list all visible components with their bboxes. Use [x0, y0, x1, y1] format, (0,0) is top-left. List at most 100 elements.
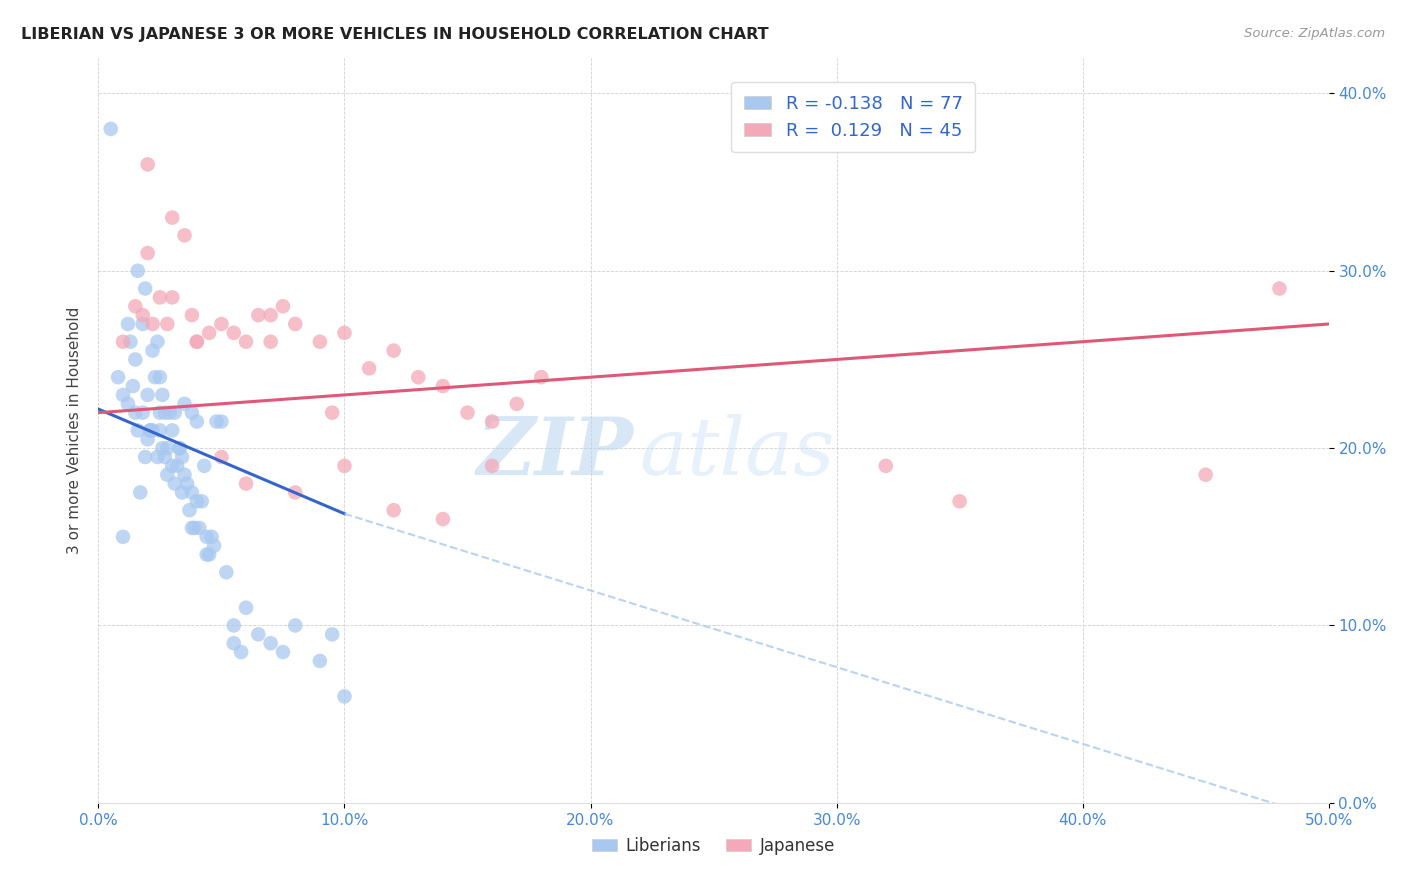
Point — [271, 645, 294, 659]
Point — [215, 566, 238, 580]
Point — [163, 406, 186, 420]
Point — [156, 317, 179, 331]
Point — [136, 246, 159, 260]
Point — [132, 308, 155, 322]
Point — [260, 308, 283, 322]
Point — [309, 654, 332, 668]
Point — [153, 450, 176, 464]
Point — [136, 432, 159, 446]
Point — [875, 458, 897, 473]
Point — [333, 326, 356, 340]
Point — [247, 308, 270, 322]
Legend: Liberians, Japanese: Liberians, Japanese — [586, 830, 841, 862]
Point — [117, 317, 139, 331]
Point — [124, 299, 146, 313]
Point — [382, 503, 405, 517]
Point — [149, 290, 172, 304]
Point — [211, 317, 233, 331]
Point — [193, 458, 215, 473]
Point — [136, 157, 159, 171]
Point — [149, 424, 172, 438]
Point — [156, 441, 179, 455]
Point — [141, 424, 165, 438]
Text: Source: ZipAtlas.com: Source: ZipAtlas.com — [1244, 27, 1385, 40]
Point — [408, 370, 430, 384]
Point — [172, 450, 194, 464]
Point — [333, 690, 356, 704]
Point — [134, 281, 156, 295]
Point — [143, 370, 166, 384]
Point — [211, 415, 233, 429]
Point — [481, 415, 503, 429]
Point — [112, 530, 135, 544]
Point — [235, 476, 257, 491]
Point — [146, 334, 169, 349]
Point — [382, 343, 405, 358]
Point — [127, 424, 149, 438]
Point — [186, 334, 208, 349]
Point — [141, 317, 165, 331]
Point — [359, 361, 381, 376]
Point — [188, 521, 211, 535]
Point — [222, 618, 245, 632]
Point — [949, 494, 972, 508]
Point — [152, 388, 174, 402]
Point — [202, 539, 225, 553]
Point — [235, 334, 257, 349]
Point — [222, 326, 245, 340]
Point — [432, 379, 454, 393]
Point — [205, 415, 228, 429]
Point — [186, 334, 208, 349]
Point — [124, 352, 146, 367]
Point — [195, 548, 218, 562]
Point — [162, 424, 183, 438]
Point — [156, 467, 179, 482]
Point — [201, 530, 224, 544]
Point — [152, 441, 174, 455]
Point — [211, 450, 233, 464]
Point — [112, 388, 135, 402]
Point — [180, 521, 204, 535]
Point — [191, 494, 214, 508]
Point — [132, 406, 155, 420]
Point — [146, 450, 169, 464]
Point — [149, 370, 172, 384]
Point — [186, 415, 208, 429]
Point — [129, 485, 152, 500]
Point — [260, 636, 283, 650]
Y-axis label: 3 or more Vehicles in Household: 3 or more Vehicles in Household — [66, 307, 82, 554]
Point — [231, 645, 253, 659]
Point — [309, 334, 332, 349]
Point — [169, 441, 191, 455]
Point — [149, 406, 172, 420]
Point — [195, 530, 218, 544]
Point — [120, 334, 142, 349]
Point — [127, 264, 149, 278]
Point — [173, 228, 195, 243]
Point — [112, 334, 135, 349]
Point — [506, 397, 529, 411]
Point — [198, 326, 221, 340]
Text: atlas: atlas — [640, 414, 835, 491]
Point — [321, 627, 343, 641]
Point — [180, 485, 204, 500]
Point — [132, 317, 155, 331]
Point — [124, 406, 146, 420]
Point — [481, 458, 503, 473]
Point — [162, 290, 183, 304]
Point — [136, 388, 159, 402]
Point — [530, 370, 553, 384]
Point — [456, 406, 478, 420]
Point — [172, 485, 194, 500]
Point — [162, 458, 183, 473]
Point — [162, 211, 183, 225]
Text: LIBERIAN VS JAPANESE 3 OR MORE VEHICLES IN HOUSEHOLD CORRELATION CHART: LIBERIAN VS JAPANESE 3 OR MORE VEHICLES … — [21, 27, 769, 42]
Point — [173, 397, 195, 411]
Point — [180, 406, 204, 420]
Point — [139, 424, 162, 438]
Point — [163, 476, 186, 491]
Point — [107, 370, 129, 384]
Point — [222, 636, 245, 650]
Point — [284, 485, 307, 500]
Point — [122, 379, 145, 393]
